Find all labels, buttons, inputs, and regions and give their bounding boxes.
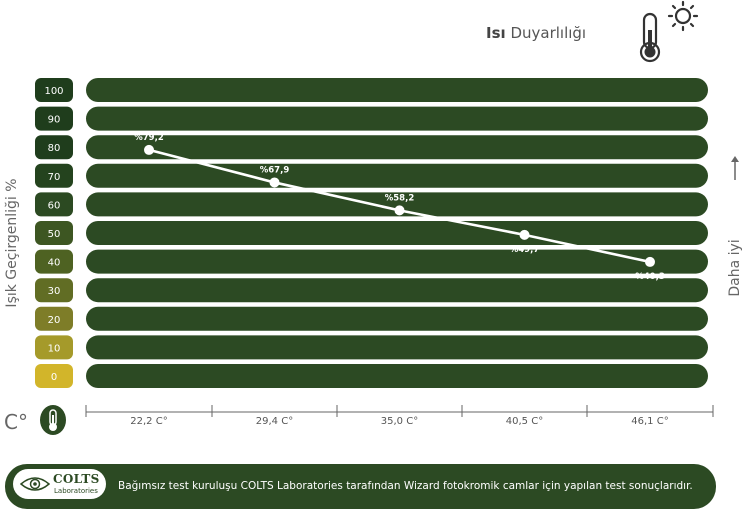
x-tick-label: 35,0 C° <box>381 416 418 427</box>
footer-note: Bağımsız test kuruluşu COLTS Laboratorie… <box>118 480 693 492</box>
data-label: %79,2 <box>134 133 164 143</box>
band-row <box>86 163 708 188</box>
y-tick-label: 20 <box>48 315 61 326</box>
y-tick-label: 50 <box>48 229 61 240</box>
band-row <box>86 135 708 160</box>
y-tick-badge <box>35 135 73 160</box>
band-row <box>86 106 708 131</box>
eye-icon <box>20 477 50 491</box>
y-tick-badge <box>35 78 73 102</box>
band-row <box>86 221 708 245</box>
y-tick-label: 0 <box>51 372 57 383</box>
thermometer-sun-icon <box>639 0 699 63</box>
x-tick-label: 46,1 C° <box>631 416 668 427</box>
y-tick-badge <box>35 249 73 274</box>
y-tick-badge <box>35 335 73 360</box>
data-point <box>645 256 655 267</box>
x-tick-label: 29,4 C° <box>256 416 293 427</box>
y-tick-badge <box>35 306 73 331</box>
band-row <box>86 335 708 360</box>
band-row <box>86 192 708 217</box>
data-point <box>144 144 154 155</box>
y-tick-label: 10 <box>48 343 61 354</box>
band-row <box>86 364 708 388</box>
x-tick-label: 40,5 C° <box>506 416 543 427</box>
y-tick-badge <box>35 163 73 188</box>
y-tick-badge <box>35 221 73 245</box>
x-axis-unit: C° <box>4 410 28 434</box>
chart-title: Isı Duyarlılığı <box>486 24 586 42</box>
y-tick-label: 100 <box>44 86 63 97</box>
y-tick-badge <box>35 192 73 217</box>
logo-sub: Laboratories <box>54 487 98 495</box>
data-point <box>394 205 405 216</box>
data-label: %49,7 <box>510 245 540 255</box>
y-tick-label: 40 <box>48 258 61 269</box>
arrow-up-icon <box>731 156 739 180</box>
band-row <box>86 249 708 274</box>
x-tick-label: 22,2 C° <box>130 416 167 427</box>
logo-name: COLTS <box>53 472 100 486</box>
y-tick-label: 90 <box>48 115 61 126</box>
thermometer-icon <box>40 405 66 435</box>
colts-logo: COLTS Laboratories <box>13 469 106 499</box>
y-tick-label: 70 <box>48 172 61 183</box>
y-tick-badge <box>35 106 73 131</box>
y-tick-badge <box>35 364 73 388</box>
footer: COLTS Laboratories Bağımsız test kuruluş… <box>5 464 716 509</box>
data-label: %58,2 <box>385 193 415 203</box>
y-tick-badge <box>35 278 73 303</box>
data-point <box>519 229 530 240</box>
y-tick-label: 80 <box>48 143 61 154</box>
chart-title-bold: Isı <box>486 24 506 42</box>
band-row <box>86 278 708 303</box>
data-point <box>269 177 280 188</box>
data-label: %40,3 <box>635 272 665 282</box>
y-tick-label: 60 <box>48 200 61 211</box>
chart-title-rest: Duyarlılığı <box>510 24 587 42</box>
band-row <box>86 78 708 102</box>
data-label: %67,9 <box>260 165 290 175</box>
band-row <box>86 306 708 331</box>
y-tick-label: 30 <box>48 286 61 297</box>
